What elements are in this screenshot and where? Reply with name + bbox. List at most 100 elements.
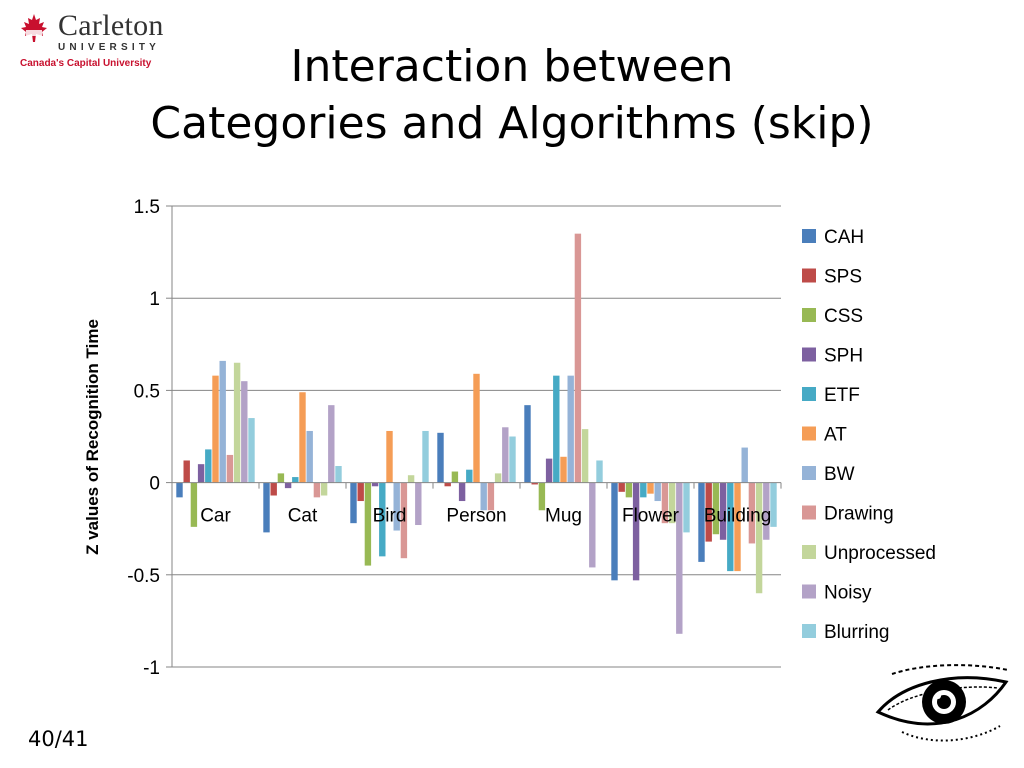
bar-drawing-building	[748, 482, 756, 544]
logo-university: UNIVERSITY	[58, 42, 161, 53]
slide-title: Interaction between Categories and Algor…	[0, 38, 1024, 152]
bar-bw-car	[219, 360, 226, 483]
bar-sps-car	[183, 460, 190, 483]
bar-sph-person	[458, 482, 466, 502]
bar-bw-mug	[567, 375, 574, 483]
bar-css-person	[451, 471, 459, 483]
bar-etf-building	[727, 482, 734, 572]
bar-cah-flower	[611, 482, 618, 581]
bars	[176, 233, 777, 634]
y-tick-labels: 1.5 1 0.5 0 -0.5 -1	[127, 197, 160, 679]
bar-bw-cat	[306, 430, 313, 483]
bar-unprocessed-bird	[407, 475, 415, 483]
bar-css-bird	[364, 482, 372, 566]
bar-at-mug	[560, 456, 567, 483]
bar-at-building	[734, 482, 741, 572]
bar-sps-mug	[531, 482, 538, 485]
legend-swatch	[802, 624, 816, 638]
bar-sph-cat	[284, 482, 292, 489]
bar-css-car	[190, 482, 198, 527]
legend: CAH SPS CSS SPH ETF AT BW Drawing Unprocessed Noi…	[802, 227, 936, 643]
y-tick-label: 0	[149, 474, 160, 495]
bar-at-person	[473, 373, 480, 483]
category-labels: Car Cat Bird Person Mug Flower Building	[200, 506, 771, 527]
y-axis-label: Z values of Recognition Time	[83, 319, 102, 555]
bar-css-flower	[625, 482, 633, 498]
axes	[166, 205, 782, 668]
legend-label: AT	[824, 425, 847, 446]
bar-bw-bird	[393, 482, 400, 531]
bar-cah-person	[437, 432, 444, 483]
bar-sps-person	[444, 482, 451, 487]
bar-bw-flower	[654, 482, 661, 502]
legend-swatch	[802, 229, 816, 243]
y-tick-label: 1.5	[134, 197, 160, 218]
bar-noisy-building	[763, 482, 770, 540]
bar-drawing-car	[226, 454, 234, 483]
bar-bw-person	[480, 482, 487, 511]
bar-blurring-building	[770, 482, 777, 527]
bar-etf-car	[205, 449, 212, 483]
legend-swatch	[802, 505, 816, 520]
bar-cah-cat	[263, 482, 270, 533]
bar-etf-cat	[292, 477, 299, 483]
bar-blurring-person	[509, 436, 516, 483]
logo-tagline: Canada's Capital University	[20, 58, 152, 69]
bar-sph-building	[719, 482, 727, 540]
legend-label: Blurring	[824, 622, 889, 643]
legend-swatch	[802, 426, 816, 441]
bar-at-cat	[299, 392, 306, 483]
bar-sps-bird	[357, 482, 364, 502]
y-tick-label: 1	[149, 289, 160, 310]
eye-icon	[875, 664, 1009, 742]
bar-etf-bird	[379, 482, 386, 557]
title-line-1: Interaction between	[290, 41, 734, 92]
legend-label: CAH	[824, 227, 864, 248]
bar-at-flower	[647, 482, 654, 494]
bar-cah-car	[176, 482, 183, 498]
bar-cah-mug	[524, 405, 531, 483]
legend-swatch	[802, 387, 816, 401]
bar-css-mug	[538, 482, 546, 511]
bar-unprocessed-person	[494, 473, 502, 483]
bar-etf-mug	[553, 375, 560, 483]
bar-drawing-mug	[574, 233, 582, 483]
bar-css-building	[712, 482, 720, 535]
bar-sph-bird	[371, 482, 379, 487]
legend-swatch	[802, 347, 816, 362]
bar-blurring-mug	[596, 460, 603, 483]
bar-bw-building	[741, 447, 748, 483]
legend-label: ETF	[824, 385, 860, 406]
bar-drawing-cat	[313, 482, 321, 498]
legend-label: Drawing	[824, 504, 894, 525]
bar-at-car	[212, 375, 219, 483]
bar-blurring-car	[248, 418, 255, 483]
bar-sps-flower	[618, 482, 625, 492]
legend-label: SPS	[824, 267, 862, 288]
category-label: Building	[704, 506, 772, 527]
category-label: Cat	[288, 506, 318, 527]
bar-etf-flower	[640, 482, 647, 498]
bar-at-bird	[386, 430, 393, 483]
legend-label: Unprocessed	[824, 543, 936, 564]
bar-cah-bird	[350, 482, 357, 524]
bar-css-cat	[277, 473, 285, 483]
title-line-2: Categories and Algorithms (skip)	[150, 98, 874, 149]
legend-label: SPH	[824, 346, 863, 367]
bar-blurring-bird	[422, 430, 429, 483]
bar-noisy-mug	[589, 482, 596, 568]
category-label: Bird	[373, 506, 407, 527]
legend-swatch	[802, 308, 816, 322]
category-label: Person	[446, 506, 506, 527]
legend-swatch	[802, 545, 816, 559]
bar-noisy-flower	[676, 482, 683, 634]
category-label: Car	[200, 506, 231, 527]
carleton-logo: Carleton UNIVERSITY Canada's Capital Uni…	[20, 8, 180, 72]
page-number: 40/41	[28, 727, 89, 751]
maple-leaf-icon	[21, 14, 47, 42]
legend-swatch	[802, 466, 816, 480]
bar-unprocessed-mug	[581, 429, 589, 483]
category-label: Mug	[545, 506, 582, 527]
legend-label: BW	[824, 464, 855, 485]
